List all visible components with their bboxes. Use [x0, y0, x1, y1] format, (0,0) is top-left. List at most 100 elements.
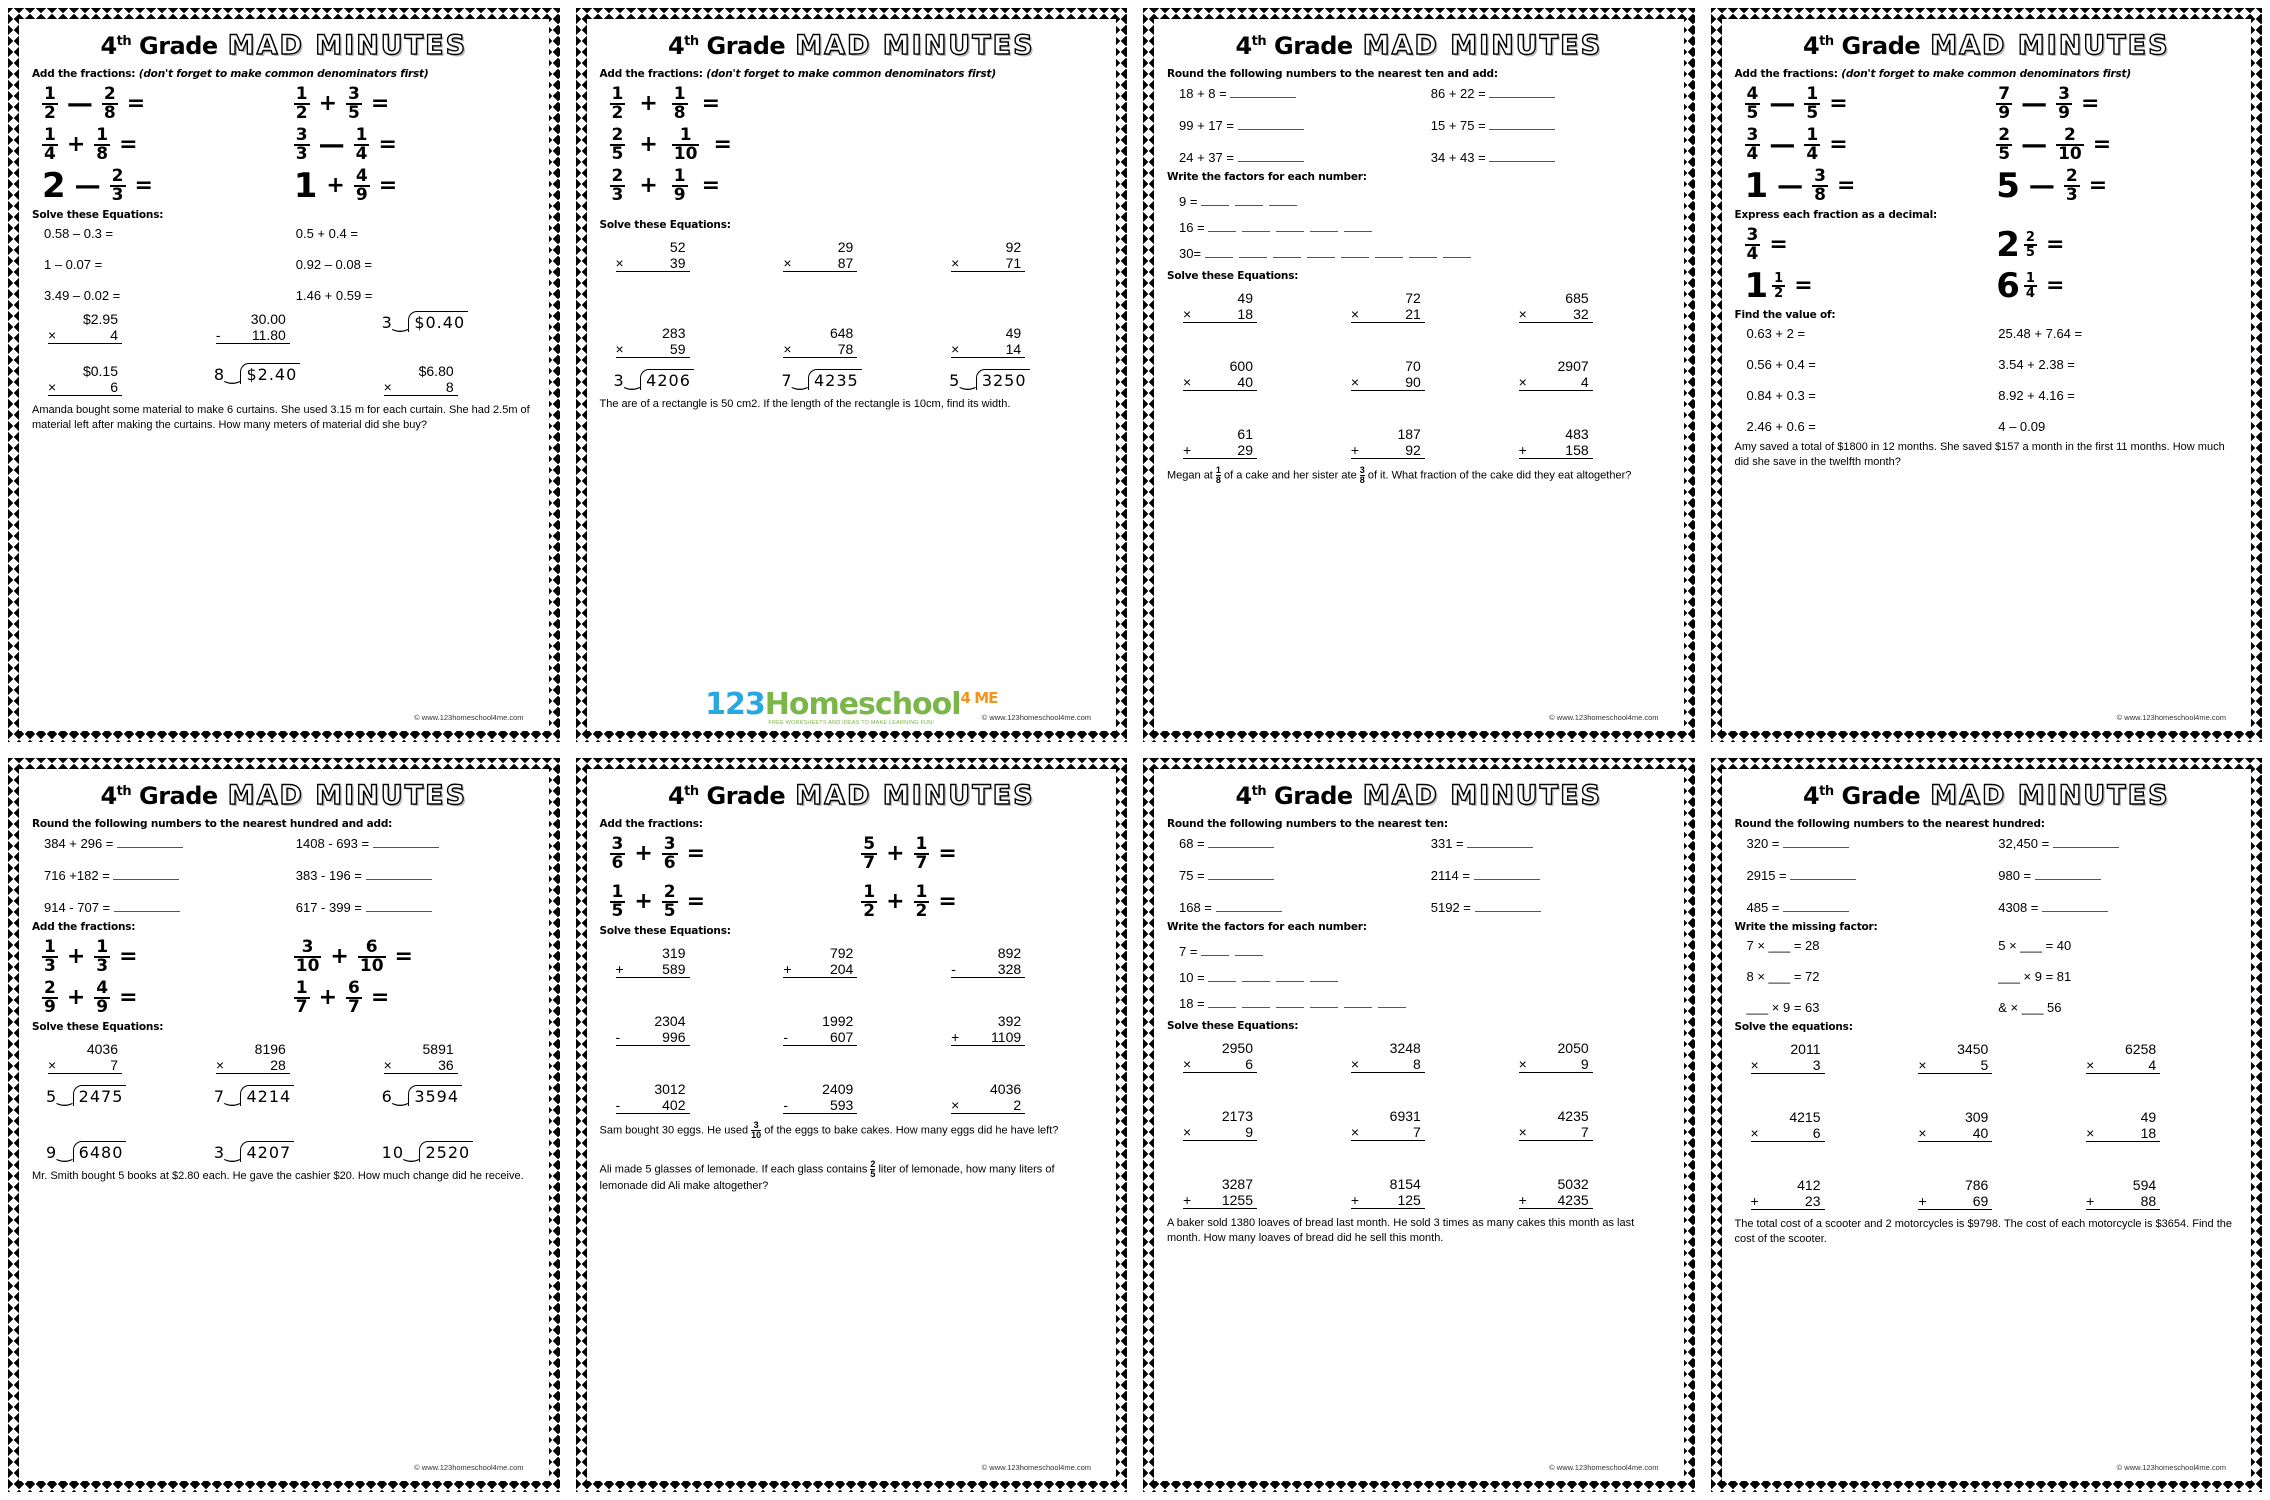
blank-equation[interactable]: 914 - 707 = — [32, 899, 284, 915]
factor-blank[interactable] — [1276, 969, 1305, 982]
factor-row[interactable]: 30= — [1167, 240, 1671, 266]
blank-equation[interactable]: 980 = — [1986, 867, 2238, 883]
factor-row[interactable]: 18 = — [1167, 990, 1671, 1016]
blank-equation[interactable]: 75 = — [1167, 867, 1419, 883]
factor-blank[interactable] — [1310, 219, 1339, 232]
factor-blank[interactable] — [1238, 245, 1267, 258]
vertical-problem[interactable]: 2304 -996 — [600, 1013, 768, 1047]
answer-blank[interactable] — [365, 867, 432, 880]
equation-item[interactable]: 2.46 + 0.6 = — [1746, 419, 1816, 434]
factor-blank[interactable] — [1235, 193, 1264, 206]
blank-equation[interactable]: 331 = — [1419, 835, 1671, 851]
fraction-problem[interactable]: 3 10 + 6 10 = — [284, 938, 536, 976]
blank-equation[interactable]: 485 = — [1735, 899, 1987, 915]
vertical-problem[interactable]: 6931 × 7 — [1335, 1108, 1503, 1142]
answer-blank[interactable] — [365, 899, 432, 912]
vertical-problem[interactable]: 2950 × 6 — [1167, 1040, 1335, 1074]
answer-blank[interactable] — [1474, 899, 1541, 912]
equation-item[interactable]: 0.5 + 0.4 = — [295, 226, 358, 241]
equation-item[interactable]: 4 – 0.09 — [1998, 419, 2046, 434]
vertical-problem[interactable]: 2173 × 9 — [1167, 1108, 1335, 1142]
vertical-problem[interactable]: 392 +1109 — [935, 1013, 1103, 1047]
equation-item[interactable]: 3.49 – 0.02 = — [44, 288, 121, 303]
blank-equation[interactable]: 168 = — [1167, 899, 1419, 915]
blank-equation[interactable]: 384 + 296 = — [32, 835, 284, 851]
equation-item[interactable]: ___ × 9 = 63 — [1746, 1000, 1820, 1015]
brand-logo[interactable]: 123Homeschool4 ME FREE WORKSHEETS AND ID… — [705, 686, 998, 726]
factor-blank[interactable] — [1344, 995, 1373, 1008]
equation-item[interactable]: 0.63 + 2 = — [1746, 326, 1806, 341]
blank-equation[interactable]: 32,450 = — [1986, 835, 2238, 851]
answer-blank[interactable] — [2034, 867, 2101, 880]
vertical-problem[interactable]: 49 × 18 — [2070, 1109, 2238, 1143]
vertical-problem[interactable]: 4036 × 2 — [935, 1081, 1103, 1115]
answer-blank[interactable] — [1489, 85, 1556, 98]
vertical-problem[interactable]: 2409 -593 — [767, 1081, 935, 1115]
factor-blank[interactable] — [1242, 995, 1271, 1008]
equation-item[interactable]: 1.46 + 0.59 = — [295, 288, 373, 303]
factor-blank[interactable] — [1276, 219, 1305, 232]
vertical-problem[interactable]: 2907 × 4 — [1503, 358, 1671, 392]
vertical-problem[interactable]: 92 × 71 — [935, 239, 1103, 273]
equation-item[interactable]: 0.92 – 0.08 = — [295, 257, 373, 272]
factor-blank[interactable] — [1201, 193, 1230, 206]
long-division-problem[interactable]: 7‿ 4214 — [200, 1085, 368, 1107]
blank-equation[interactable]: 2114 = — [1419, 867, 1671, 883]
factor-blank[interactable] — [1310, 969, 1339, 982]
vertical-problem[interactable]: 70 × 90 — [1335, 358, 1503, 392]
answer-blank[interactable] — [1489, 149, 1556, 162]
blank-equation[interactable]: 34 + 43 = — [1419, 149, 1671, 165]
factor-blank[interactable] — [1235, 943, 1264, 956]
answer-blank[interactable] — [113, 899, 180, 912]
factor-blank[interactable] — [1272, 245, 1301, 258]
equation-item[interactable]: 25.48 + 7.64 = — [1998, 326, 2083, 341]
answer-blank[interactable] — [1215, 899, 1282, 912]
long-division-problem[interactable]: 5‿ 3250 — [935, 369, 1103, 391]
factor-blank[interactable] — [1408, 245, 1437, 258]
vertical-problem[interactable]: 49 × 14 — [935, 325, 1103, 359]
factor-blank[interactable] — [1378, 995, 1407, 1008]
vertical-problem[interactable]: 8196 × 28 — [200, 1041, 368, 1075]
equation-item[interactable]: ___ × 9 = 81 — [1998, 969, 2072, 984]
factor-blank[interactable] — [1201, 943, 1230, 956]
blank-equation[interactable]: 86 + 22 = — [1419, 85, 1671, 101]
equation-item[interactable]: 0.58 – 0.3 = — [44, 226, 114, 241]
answer-blank[interactable] — [1783, 835, 1850, 848]
blank-equation[interactable]: 4308 = — [1986, 899, 2238, 915]
vertical-problem[interactable]: $6.80 × 8 — [368, 363, 536, 397]
factor-blank[interactable] — [1276, 995, 1305, 1008]
vertical-problem[interactable]: $2.95 × 4 — [32, 311, 200, 345]
vertical-problem[interactable]: 786 +69 — [1902, 1177, 2070, 1211]
factor-blank[interactable] — [1374, 245, 1403, 258]
answer-blank[interactable] — [2042, 899, 2108, 912]
factor-row[interactable]: 9 = — [1167, 188, 1671, 214]
vertical-problem[interactable]: 412 +23 — [1735, 1177, 1903, 1211]
vertical-problem[interactable]: $0.15 × 6 — [32, 363, 200, 397]
equation-item[interactable]: 1 – 0.07 = — [44, 257, 103, 272]
equation-item[interactable]: 0.84 + 0.3 = — [1746, 388, 1816, 403]
vertical-problem[interactable]: 600 × 40 — [1167, 358, 1335, 392]
blank-equation[interactable]: 383 - 196 = — [284, 867, 536, 883]
long-division-problem[interactable]: 3‿ $0.40 — [368, 311, 536, 345]
vertical-problem[interactable]: 3248 × 8 — [1335, 1040, 1503, 1074]
answer-blank[interactable] — [1230, 85, 1297, 98]
answer-blank[interactable] — [1467, 835, 1534, 848]
long-division-problem[interactable]: 10‿ 2520 — [368, 1141, 536, 1163]
factor-blank[interactable] — [1208, 969, 1237, 982]
answer-blank[interactable] — [1208, 867, 1275, 880]
vertical-problem[interactable]: 2050 × 9 — [1503, 1040, 1671, 1074]
